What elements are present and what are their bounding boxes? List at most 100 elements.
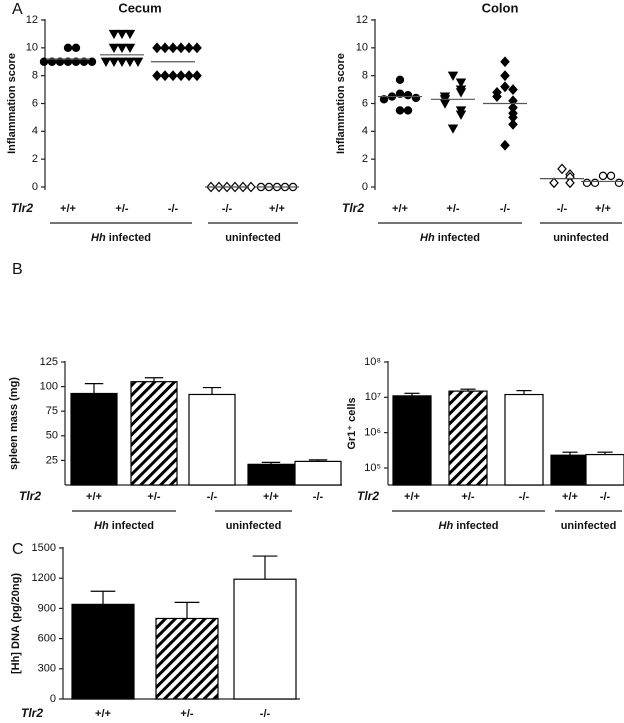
data-point [168, 70, 178, 82]
y-tick-label: 10⁷ [365, 391, 381, 403]
x-tick-label: +/+ [60, 203, 76, 215]
data-point [116, 43, 128, 54]
x-tick-label: +/- [115, 203, 128, 215]
x-tick-label: -/- [260, 708, 271, 720]
data-point [176, 42, 186, 54]
bar [188, 393, 236, 486]
x-tick-label: +/+ [392, 203, 408, 215]
data-point [549, 177, 559, 189]
data-point [71, 43, 81, 53]
data-point [447, 71, 459, 81]
data-point [447, 124, 459, 134]
y-tick-label: 0 [32, 181, 38, 193]
y-tick-label: 600 [38, 633, 56, 645]
row-label: Tlr2 [342, 201, 364, 215]
y-tick-label: 6 [32, 97, 38, 109]
data-point [100, 57, 112, 67]
data-point [152, 42, 162, 54]
y-axis-label: Inflammation score [335, 53, 347, 154]
x-tick-label: +/+ [86, 491, 102, 503]
x-tick-label: -/- [222, 203, 233, 215]
data-point [500, 56, 510, 68]
bar [70, 392, 118, 486]
x-tick-label: +/- [461, 491, 474, 503]
y-tick-label: 10⁶ [364, 427, 381, 439]
data-point [63, 57, 73, 66]
data-point [379, 95, 389, 104]
group-label: uninfected [225, 232, 281, 244]
data-point [152, 70, 162, 82]
data-point [500, 70, 510, 82]
data-point [395, 89, 405, 98]
data-point [132, 57, 144, 67]
data-point [124, 57, 136, 67]
panel-label: B [12, 261, 23, 278]
bar [448, 390, 488, 486]
x-tick-label: +/- [147, 491, 160, 503]
group-label: Hh infected [439, 520, 499, 532]
y-tick-label: 10 [26, 42, 38, 54]
data-point [455, 110, 467, 120]
bar [247, 463, 295, 486]
bar [294, 460, 342, 486]
x-tick-label: -/- [500, 203, 511, 215]
data-point [455, 78, 467, 88]
data-point [192, 70, 202, 82]
data-point [395, 75, 405, 85]
bar [504, 393, 544, 486]
chart-title: Colon [482, 0, 519, 15]
row-label: Tlr2 [19, 489, 41, 503]
y-tick-label: 4 [362, 125, 368, 137]
x-tick-label: +/+ [95, 708, 111, 720]
x-tick-label: -/- [557, 203, 568, 215]
y-axis-label: [Hh] DNA (pg/20ng) [10, 573, 22, 674]
data-point [160, 42, 170, 54]
panel-label: A [12, 1, 23, 18]
data-point [192, 42, 202, 54]
group-label: uninfected [561, 520, 617, 532]
row-label: Tlr2 [11, 201, 33, 215]
bar [392, 395, 432, 486]
x-tick-label: +/- [446, 203, 459, 215]
data-point [492, 91, 502, 102]
data-point [79, 57, 89, 66]
y-tick-label: 12 [356, 14, 368, 26]
y-tick-label: 10⁵ [364, 462, 381, 474]
data-point [160, 70, 170, 82]
y-tick-label: 50 [46, 430, 58, 442]
bar [71, 603, 135, 700]
y-axis-label: Gr1⁺ cells [346, 397, 358, 449]
y-axis-label: Inflammation score [6, 53, 18, 154]
row-label: Tlr2 [357, 489, 379, 503]
data-point [116, 57, 128, 67]
data-point [124, 43, 136, 54]
data-point [395, 106, 405, 115]
data-point [590, 178, 600, 188]
y-tick-label: 8 [362, 70, 368, 82]
panel-label: C [12, 541, 24, 558]
group-label: Hh infected [94, 520, 154, 532]
data-point [582, 178, 592, 188]
data-point [606, 171, 616, 181]
data-point [71, 57, 81, 66]
y-tick-label: 25 [46, 454, 58, 466]
x-tick-label: -/- [207, 491, 218, 503]
data-point [116, 29, 128, 40]
x-tick-label: -/- [600, 491, 611, 503]
data-point [63, 43, 73, 53]
chart-title: Cecum [118, 0, 161, 15]
data-point [168, 42, 178, 54]
y-tick-label: 900 [38, 602, 56, 614]
data-point [124, 29, 136, 40]
group-label: Hh infected [420, 232, 480, 244]
data-point [565, 177, 575, 189]
data-point [246, 181, 256, 193]
bar [233, 578, 297, 700]
y-tick-label: 125 [40, 356, 58, 368]
bar [155, 617, 219, 700]
group-label: Hh infected [91, 232, 151, 244]
y-tick-label: 75 [46, 405, 58, 417]
data-point [500, 81, 510, 93]
group-label: uninfected [553, 232, 609, 244]
